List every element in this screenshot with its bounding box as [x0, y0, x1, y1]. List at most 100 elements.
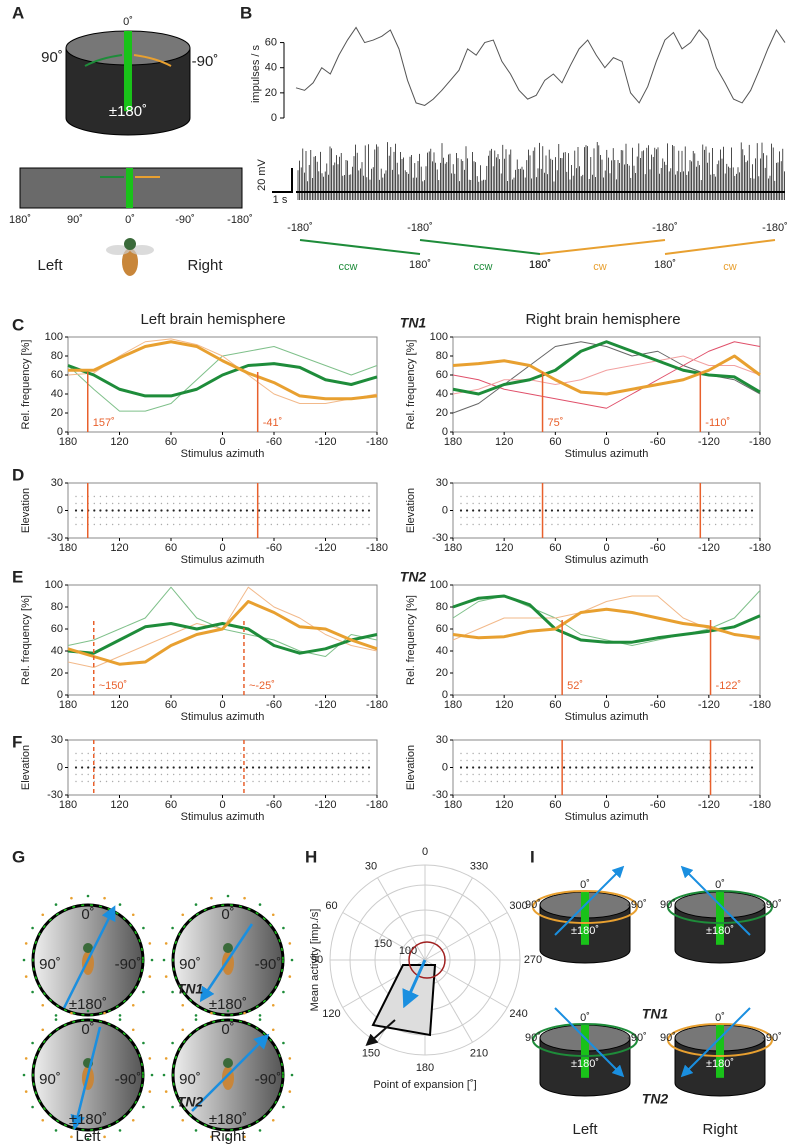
flow-dot [611, 780, 614, 783]
flow-dot [105, 509, 108, 512]
flow-dot [130, 502, 132, 505]
flow-dot [605, 752, 608, 755]
flow-dot [708, 495, 711, 498]
flow-dot [751, 759, 753, 762]
flow-dot [623, 516, 626, 519]
flow-dot [331, 495, 334, 498]
flow-dot [148, 780, 150, 783]
flow-dot [93, 495, 96, 498]
flow-dot [751, 502, 753, 505]
flow-dot [514, 752, 517, 755]
flow-dot [148, 509, 151, 512]
flow-dot [617, 780, 620, 783]
flow-dot [312, 766, 316, 769]
flow-dot [349, 780, 352, 783]
x-tick-label: 0 [219, 436, 225, 448]
flow-dot [684, 523, 687, 526]
flow-dot [362, 773, 364, 776]
flow-dot [581, 759, 583, 762]
y-tick-label: 20 [436, 667, 448, 679]
flow-arrow [181, 1028, 185, 1032]
flow-dot [556, 766, 560, 769]
flow-dot [172, 773, 175, 776]
flow-dot [727, 759, 729, 762]
flow-dot [118, 495, 120, 498]
strip-tick: -90˚ [175, 214, 195, 226]
flow-dot [184, 509, 187, 512]
flow-dot [672, 516, 674, 519]
flow-dot [191, 523, 193, 526]
flow-dot [672, 509, 675, 512]
flow-dot [124, 502, 126, 505]
flow-dot [349, 495, 352, 498]
flow-dot [240, 752, 242, 755]
y-tick-label: 80 [51, 350, 63, 362]
annotation-label: -122˚ [716, 680, 742, 692]
flow-dot [362, 502, 364, 505]
flow-dot [325, 516, 327, 519]
flow-dot [745, 523, 747, 526]
bee-head [124, 238, 136, 250]
flow-arrow [181, 1003, 185, 1007]
flow-dot [514, 509, 517, 512]
flow-dot [647, 509, 651, 512]
flow-dot [111, 516, 114, 519]
flow-dot [629, 766, 632, 769]
flow-dot [221, 495, 224, 498]
flow-dot [727, 516, 729, 519]
flow-dot [331, 502, 334, 505]
arena-ring [32, 1019, 144, 1131]
flow-dot [459, 766, 463, 769]
flow-dot [751, 773, 753, 776]
arena-label: ±180˚ [209, 996, 247, 1013]
flow-dot [496, 502, 499, 505]
cylinder-label: ±180˚ [571, 1058, 599, 1070]
flow-dot [539, 773, 541, 776]
flow-arrow [86, 1009, 90, 1013]
flow-arrow [103, 896, 106, 900]
flow-dot [581, 495, 583, 498]
flow-dot [647, 766, 651, 769]
flow-dot [87, 773, 89, 776]
stimulus-label: -180˚ [762, 222, 788, 234]
flow-dot [166, 752, 169, 755]
flow-dot [93, 773, 96, 776]
flow-dot [690, 516, 693, 519]
flow-dot [87, 759, 89, 762]
flow-dot [514, 773, 517, 776]
flow-dot [368, 759, 370, 762]
flow-dot [502, 502, 505, 505]
flow-dot [343, 752, 346, 755]
flow-dot [720, 502, 723, 505]
flow-arrow [148, 975, 152, 978]
flow-dot [496, 516, 499, 519]
x-tick-label: -180 [749, 436, 771, 448]
flow-arrow [194, 1018, 198, 1021]
flow-dot [325, 502, 327, 505]
flow-dot [172, 523, 175, 526]
x-tick-label: 0 [219, 699, 225, 711]
flow-dot [508, 509, 511, 512]
flow-dot [611, 773, 614, 776]
flow-dot [111, 780, 114, 783]
flow-dot [209, 516, 211, 519]
flow-dot [142, 502, 144, 505]
flow-dot [295, 516, 297, 519]
flow-dot [99, 766, 102, 769]
flow-dot [478, 523, 480, 526]
arena-ring [32, 904, 144, 1016]
response-polygon [371, 964, 437, 1037]
flow-dot [587, 759, 590, 762]
flow-arrow [282, 990, 285, 994]
flow-arrow [70, 1011, 73, 1015]
flow-dot [185, 495, 187, 498]
flow-dot [617, 766, 620, 769]
flow-dot [659, 509, 663, 512]
flow-dot [203, 759, 205, 762]
flow-dot [282, 759, 285, 762]
flow-dot [472, 773, 474, 776]
flow-dot [490, 773, 493, 776]
flow-dot [343, 766, 346, 769]
arena-label: ±180˚ [69, 996, 107, 1013]
flow-arrow [118, 1129, 122, 1132]
